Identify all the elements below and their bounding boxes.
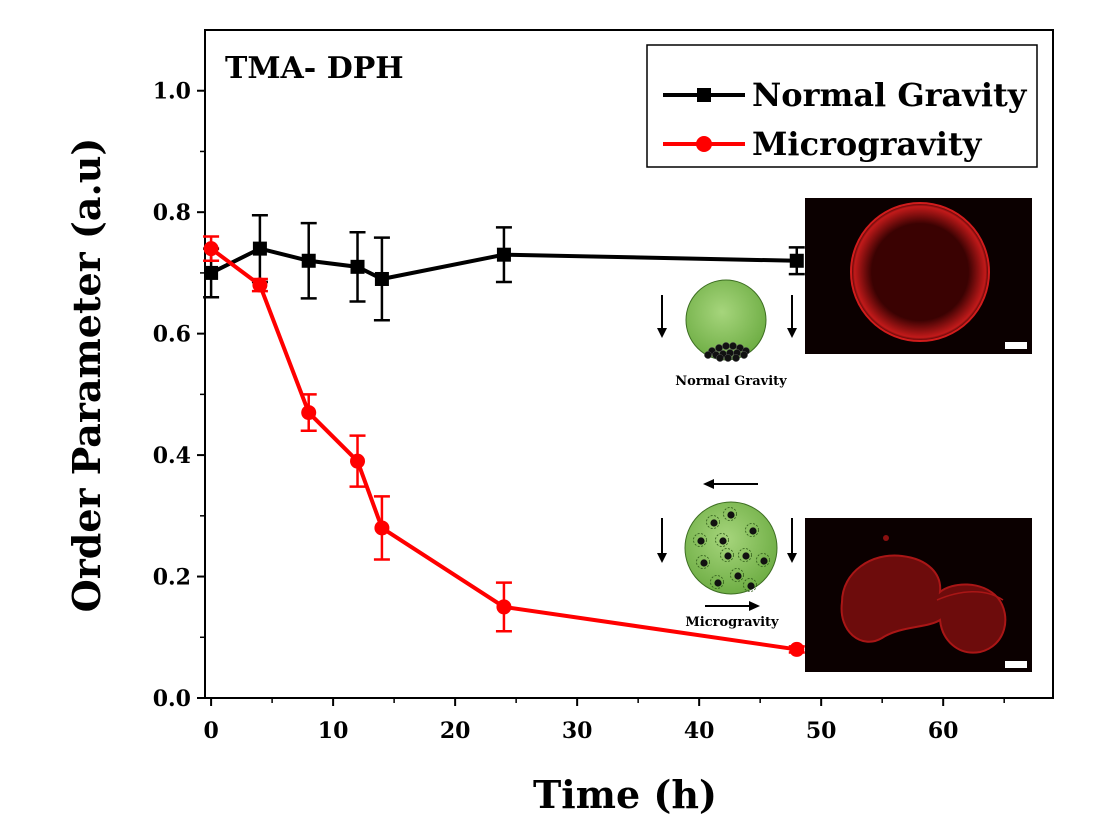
y-tick-label: 0.4	[153, 443, 191, 469]
chart-title: TMA- DPH	[225, 51, 404, 86]
data-point	[252, 277, 268, 293]
y-tick-label: 1.0	[153, 79, 191, 105]
inset-normal-gravity: Normal Gravity	[657, 198, 1032, 389]
axis-ticks: 0 10 20 30 40 50 60 0.0 0.2 0.4 0.6 0.8 1.0	[153, 79, 1005, 744]
down-arrow-icon	[657, 295, 667, 338]
y-tick-label: 0.8	[153, 200, 191, 226]
red-fluorescent-round-vesicle-image	[805, 198, 1032, 354]
data-point	[204, 265, 219, 280]
legend-label-normal-gravity: Normal Gravity	[752, 76, 1028, 114]
y-axis-title: Order Parameter (a.u)	[64, 138, 109, 613]
down-arrow-icon	[787, 518, 797, 563]
x-tick-label: 10	[318, 718, 349, 744]
series-microgravity	[203, 235, 805, 657]
x-tick-label: 30	[562, 718, 593, 744]
red-fluorescent-deformed-vesicle-image	[805, 518, 1032, 672]
left-arrow-icon	[703, 479, 758, 489]
legend-label-microgravity: Microgravity	[752, 125, 983, 163]
x-tick-label: 50	[806, 718, 837, 744]
data-point	[301, 405, 317, 421]
sphere-suspended-cells-icon	[684, 501, 778, 595]
legend-marker-normal-gravity	[697, 88, 711, 102]
data-point	[350, 453, 366, 469]
data-point	[374, 520, 390, 536]
scale-bar	[1005, 661, 1027, 668]
data-point	[301, 253, 316, 268]
sphere-sedimented-cells-icon	[685, 279, 767, 362]
legend-marker-microgravity	[696, 136, 712, 152]
data-point	[789, 641, 805, 657]
data-point	[203, 241, 219, 257]
data-point	[496, 247, 511, 262]
data-point	[496, 599, 512, 615]
data-point	[789, 253, 804, 268]
legend: Normal Gravity Microgravity	[646, 44, 1038, 168]
right-arrow-icon	[705, 601, 760, 611]
plot-frame	[204, 29, 1054, 699]
scale-bar	[1005, 342, 1027, 349]
down-arrow-icon	[657, 518, 667, 563]
x-tick-label: 40	[684, 718, 715, 744]
down-arrow-icon	[787, 295, 797, 338]
y-tick-label: 0.6	[153, 322, 191, 348]
data-point	[374, 271, 389, 286]
inset-caption-microgravity: Microgravity	[685, 615, 779, 630]
x-tick-label: 20	[440, 718, 471, 744]
data-point	[350, 259, 365, 274]
series-normal-gravity	[203, 213, 805, 322]
x-tick-label: 0	[203, 718, 218, 744]
inset-caption-normal-gravity: Normal Gravity	[675, 374, 787, 389]
y-tick-label: 0.0	[153, 686, 191, 712]
data-point	[252, 241, 267, 256]
series-layer	[203, 213, 805, 657]
x-tick-label: 60	[928, 718, 959, 744]
y-tick-label: 0.2	[153, 565, 191, 591]
inset-microgravity: Microgravity	[657, 479, 1032, 672]
x-axis-title: Time (h)	[533, 772, 717, 817]
legend-box	[646, 44, 1038, 168]
